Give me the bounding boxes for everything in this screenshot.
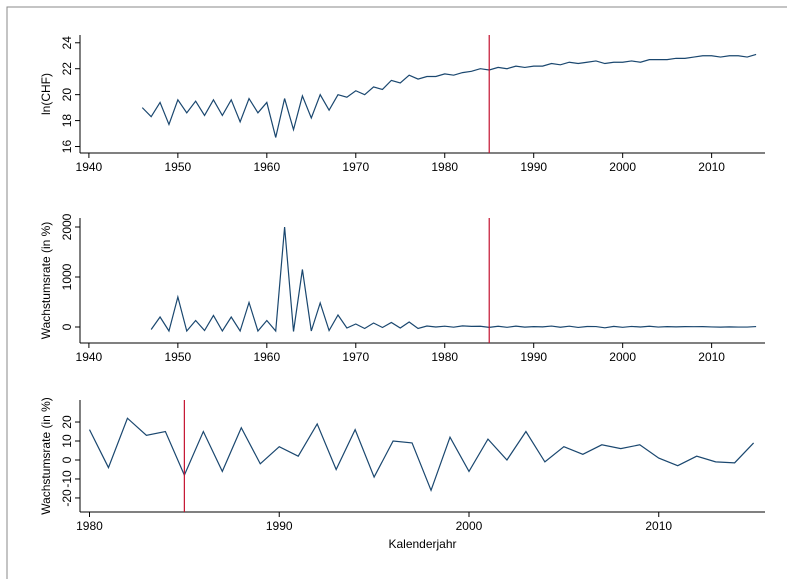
data-line: [141, 53, 757, 138]
y-tick-label: 20: [60, 88, 74, 102]
x-axis-label: Kalenderjahr: [388, 537, 456, 551]
y-axis-label: ln(CHF): [39, 73, 53, 115]
x-tick-label: 1990: [520, 350, 547, 364]
data-line: [88, 417, 755, 493]
y-tick-label: 0: [60, 323, 74, 330]
y-tick-label: 2000: [60, 213, 74, 240]
y-axis-label: Wachstumsrate (in %): [39, 222, 53, 340]
x-tick-label: 1980: [431, 160, 458, 174]
y-tick-label: 20: [60, 415, 74, 429]
x-tick-label: 1980: [76, 519, 103, 533]
x-tick-label: 1980: [431, 350, 458, 364]
x-tick-label: 2010: [698, 160, 725, 174]
data-line: [150, 226, 757, 333]
y-axis-label: Wachstumsrate (in %): [39, 397, 53, 515]
y-tick-label: -20: [60, 489, 74, 507]
x-tick-label: 2010: [698, 350, 725, 364]
y-tick-label: 24: [60, 36, 74, 50]
x-tick-label: 1990: [520, 160, 547, 174]
y-tick-label: 1000: [60, 263, 74, 290]
y-tick-label: 16: [60, 140, 74, 154]
x-tick-label: 1950: [165, 160, 192, 174]
y-tick-label: 0: [60, 456, 74, 463]
frame: [6, 6, 787, 579]
x-tick-label: 1940: [76, 160, 103, 174]
y-tick-label: 10: [60, 434, 74, 448]
x-tick-label: 2000: [609, 160, 636, 174]
y-tick-label: 18: [60, 114, 74, 128]
x-tick-label: 1990: [266, 519, 293, 533]
x-tick-label: 1950: [165, 350, 192, 364]
x-tick-label: 2000: [609, 350, 636, 364]
x-tick-label: 2000: [456, 519, 483, 533]
x-tick-label: 1970: [342, 160, 369, 174]
y-tick-label: 22: [60, 62, 74, 76]
y-tick-label: -10: [60, 470, 74, 488]
x-tick-label: 1960: [253, 350, 280, 364]
x-tick-label: 2010: [645, 519, 672, 533]
x-tick-label: 1970: [342, 350, 369, 364]
x-tick-label: 1940: [76, 350, 103, 364]
x-tick-label: 1960: [253, 160, 280, 174]
